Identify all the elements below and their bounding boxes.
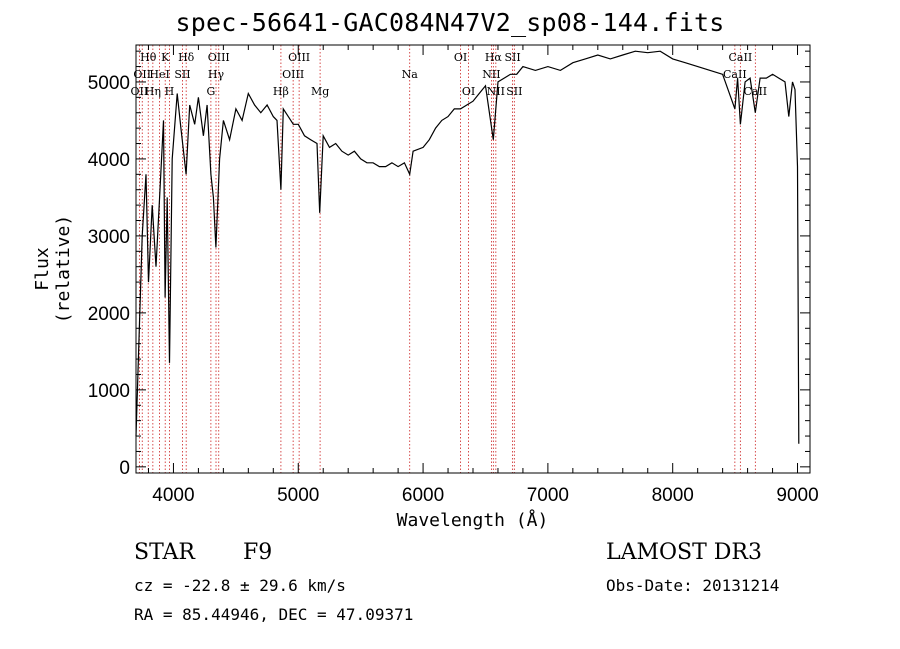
observation-date: Obs-Date: 20131214 [606, 576, 780, 595]
object-class: STAR [134, 540, 195, 565]
y-tick-label: 3000 [88, 227, 130, 248]
coordinates: RA = 85.44946, DEC = 47.09371 [134, 605, 414, 624]
x-tick-label: 8000 [652, 485, 694, 506]
line-marker-label: Hα [485, 51, 503, 64]
line-marker-label: Hθ [140, 51, 157, 64]
spectrum-line [135, 50, 800, 444]
y-tick-label: 5000 [88, 73, 130, 94]
line-marker-label: SII [504, 51, 520, 64]
line-marker-label: OI [454, 51, 467, 64]
line-marker-label: OIII [208, 51, 230, 64]
axis-ticks: 4000 5000 6000 7000 8000 9000 0 1000 2000 3000 400… [88, 45, 819, 506]
line-marker-label: Hβ [273, 85, 289, 98]
line-marker-label: CaII [723, 68, 747, 81]
x-tick-label: 9000 [776, 485, 818, 506]
line-marker-label: CaII [743, 85, 767, 98]
line-marker-label: OI [462, 85, 475, 98]
survey-name: LAMOST DR3 [606, 540, 762, 565]
line-marker-label: Hδ [178, 51, 195, 64]
chart-title: spec-56641-GAC084N47V2_sp08-144.fits [175, 8, 725, 37]
line-markers [138, 45, 756, 473]
line-marker-label: NII [487, 85, 505, 98]
x-tick-label: 5000 [277, 485, 319, 506]
y-tick-label: 4000 [88, 150, 130, 171]
line-marker-label: OIII [282, 68, 304, 81]
line-marker-label: OIII [288, 51, 310, 64]
object-subclass: F9 [243, 540, 273, 565]
y-tick-label: 0 [119, 458, 130, 479]
line-marker-label: CaII [729, 51, 753, 64]
line-marker-label: HeI [149, 68, 169, 81]
line-marker-label: SII [506, 85, 522, 98]
y-tick-label: 1000 [88, 381, 130, 402]
x-tick-label: 6000 [402, 485, 444, 506]
x-tick-label: 7000 [527, 485, 569, 506]
line-marker-label: NII [482, 68, 500, 81]
x-axis-label: Wavelength (Å) [396, 510, 549, 531]
line-marker-label: K [161, 51, 170, 64]
line-marker-label: Hη [145, 85, 161, 98]
line-marker-label: Hγ [208, 68, 225, 81]
y-tick-label: 2000 [88, 304, 130, 325]
line-marker-labels: OII OII Hθ Hη HeI K H SII Hδ G Hγ OIII Hβ OIII OIII Mg N… [131, 51, 768, 98]
line-marker-label: SII [174, 68, 190, 81]
line-marker-label: G [206, 85, 215, 98]
x-tick-label: 4000 [152, 485, 194, 506]
line-marker-label: OII [131, 85, 149, 98]
line-marker-label: H [165, 85, 175, 98]
line-marker-label: Mg [311, 85, 329, 98]
line-marker-label: Na [402, 68, 419, 81]
plot-frame [135, 44, 811, 474]
line-marker-label: OII [133, 68, 151, 81]
redshift-velocity: cz = -22.8 ± 29.6 km/s [134, 576, 346, 595]
